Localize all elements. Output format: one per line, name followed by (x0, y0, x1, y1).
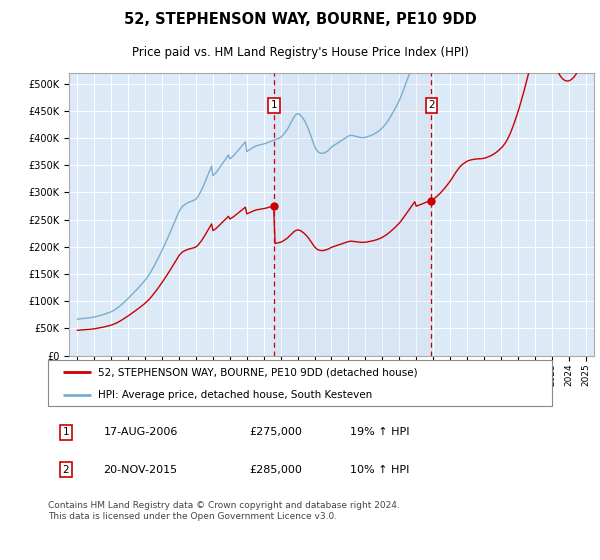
Bar (274, 73, 431, 356)
Text: 19% ↑ HPI: 19% ↑ HPI (350, 427, 410, 437)
Text: 2: 2 (62, 465, 69, 474)
Text: Contains HM Land Registry data © Crown copyright and database right 2024.
This d: Contains HM Land Registry data © Crown c… (48, 501, 400, 521)
Text: 52, STEPHENSON WAY, BOURNE, PE10 9DD (detached house): 52, STEPHENSON WAY, BOURNE, PE10 9DD (de… (98, 367, 418, 377)
Text: £275,000: £275,000 (250, 427, 302, 437)
Text: £285,000: £285,000 (250, 465, 302, 474)
Text: 10% ↑ HPI: 10% ↑ HPI (350, 465, 410, 474)
Text: 1: 1 (62, 427, 69, 437)
Text: 20-NOV-2015: 20-NOV-2015 (103, 465, 178, 474)
Text: 52, STEPHENSON WAY, BOURNE, PE10 9DD: 52, STEPHENSON WAY, BOURNE, PE10 9DD (124, 12, 476, 26)
Text: HPI: Average price, detached house, South Kesteven: HPI: Average price, detached house, Sout… (98, 390, 373, 399)
FancyBboxPatch shape (48, 360, 552, 406)
Text: Price paid vs. HM Land Registry's House Price Index (HPI): Price paid vs. HM Land Registry's House … (131, 46, 469, 59)
Text: 2: 2 (428, 100, 435, 110)
Text: 17-AUG-2006: 17-AUG-2006 (103, 427, 178, 437)
Text: 1: 1 (271, 100, 278, 110)
